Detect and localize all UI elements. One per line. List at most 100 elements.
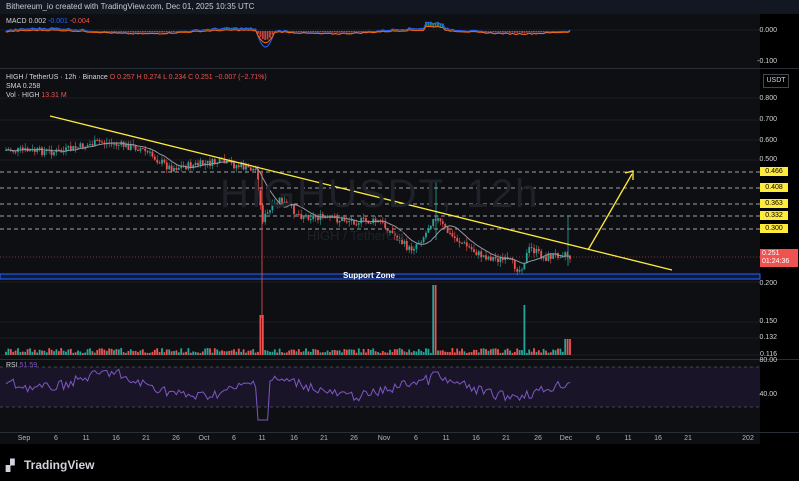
pane-divider[interactable] bbox=[0, 359, 799, 360]
volume-bar bbox=[29, 348, 31, 355]
volume-bar bbox=[497, 349, 499, 355]
volume-bar bbox=[211, 352, 214, 355]
support-zone[interactable] bbox=[0, 273, 761, 280]
volume-bar bbox=[204, 348, 207, 355]
footer: ▞ TradingView bbox=[0, 450, 799, 481]
macd-bar bbox=[355, 31, 358, 32]
macd-bar bbox=[149, 31, 151, 33]
volume-bar bbox=[89, 348, 91, 355]
candle-body bbox=[17, 147, 19, 152]
candle-body bbox=[461, 242, 463, 244]
macd-bar bbox=[120, 31, 123, 32]
macd-bar bbox=[122, 31, 125, 32]
candle-body bbox=[549, 254, 552, 259]
candle-body bbox=[537, 248, 540, 252]
candle-body bbox=[194, 162, 197, 165]
rsi-legend[interactable]: RSI 51.59 bbox=[6, 362, 38, 369]
volume-bar bbox=[549, 352, 552, 355]
symbol-legend[interactable]: HIGH / TetherUS · 12h · Binance O 0.257 … bbox=[6, 74, 267, 81]
candle-body bbox=[314, 215, 317, 218]
macd-bar bbox=[511, 31, 514, 33]
volume-bar bbox=[540, 352, 543, 355]
macd-bar bbox=[492, 31, 495, 33]
macd-bar bbox=[261, 31, 264, 40]
volume-bar bbox=[319, 352, 322, 355]
price-tick: 0.150 bbox=[759, 318, 777, 325]
currency-selector[interactable]: USDT bbox=[763, 74, 789, 88]
candle-body bbox=[165, 162, 168, 170]
volume-bar bbox=[264, 350, 267, 355]
volume-bar bbox=[134, 350, 137, 355]
candle-body bbox=[465, 242, 468, 247]
macd-bar bbox=[146, 31, 149, 33]
volume-bar bbox=[461, 348, 463, 355]
volume-bar bbox=[480, 348, 483, 355]
candle-body bbox=[264, 213, 267, 223]
level-label[interactable]: 0.363 bbox=[760, 199, 788, 208]
candle-body bbox=[386, 228, 389, 233]
volume-bar bbox=[492, 348, 495, 355]
volume-bar bbox=[429, 352, 432, 355]
candle-body bbox=[446, 226, 449, 233]
volume-bar bbox=[57, 351, 60, 355]
time-tick: 16 bbox=[112, 435, 120, 442]
pane-divider[interactable] bbox=[0, 68, 799, 69]
sma-legend[interactable]: SMA 0.258 bbox=[6, 83, 41, 90]
macd-legend[interactable]: MACD 0.002 -0.001 -0.004 bbox=[6, 18, 90, 25]
breakout-arrow-line[interactable] bbox=[587, 173, 633, 251]
macd-bar bbox=[528, 31, 531, 32]
volume-bar bbox=[254, 352, 257, 355]
volume-bar bbox=[343, 349, 346, 355]
candle-body bbox=[302, 216, 305, 219]
candle-body bbox=[199, 160, 202, 166]
candle-body bbox=[74, 146, 77, 149]
level-label[interactable]: 0.300 bbox=[760, 224, 788, 233]
candle-body bbox=[441, 221, 444, 224]
volume-bar bbox=[273, 349, 276, 355]
volume-bar bbox=[60, 348, 63, 355]
macd-bar bbox=[554, 31, 557, 32]
volume-bar bbox=[170, 351, 173, 355]
macd-bar bbox=[487, 31, 490, 32]
candle-body bbox=[345, 221, 348, 223]
candle-body bbox=[494, 256, 497, 259]
candle-body bbox=[357, 223, 360, 225]
candle-body bbox=[81, 143, 84, 149]
macd-bar bbox=[115, 31, 118, 32]
time-tick: 21 bbox=[142, 435, 150, 442]
volume-bar bbox=[36, 352, 39, 355]
candle-body bbox=[480, 251, 483, 258]
macd-bar bbox=[314, 31, 317, 33]
level-label[interactable]: 0.332 bbox=[760, 211, 788, 220]
volume-bar bbox=[290, 349, 293, 355]
macd-bar bbox=[101, 31, 103, 32]
macd-bar bbox=[530, 31, 533, 33]
candle-body bbox=[501, 257, 504, 260]
candle-body bbox=[223, 158, 226, 164]
candle-body bbox=[293, 204, 295, 215]
volume-bar bbox=[374, 351, 377, 355]
candle-body bbox=[38, 147, 41, 149]
pane-divider[interactable] bbox=[0, 432, 799, 433]
volume-bar bbox=[444, 351, 447, 355]
macd-bar bbox=[341, 31, 343, 33]
volume-legend[interactable]: Vol · HIGH 13.31 M bbox=[6, 92, 67, 99]
candle-body bbox=[533, 247, 535, 254]
descending-trendline[interactable] bbox=[49, 115, 673, 271]
volume-bar bbox=[53, 351, 55, 355]
volume-bar bbox=[537, 350, 540, 355]
tradingview-brand[interactable]: ▞ TradingView bbox=[6, 458, 94, 472]
macd-bar bbox=[497, 31, 499, 32]
candle-body bbox=[115, 143, 118, 146]
volume-bar bbox=[141, 349, 144, 355]
level-label[interactable]: 0.408 bbox=[760, 183, 788, 192]
candles bbox=[5, 135, 571, 318]
symbol-watermark: HIGHUSDT, 12h bbox=[220, 172, 540, 216]
macd-bar bbox=[319, 31, 322, 33]
time-axis[interactable]: Sep 6 11 16 21 26 Oct 6 11 16 21 26 Nov 6 11 16 21 26 Dec 6… bbox=[0, 433, 760, 445]
candle-body bbox=[336, 217, 339, 223]
candle-body bbox=[530, 247, 533, 249]
candle-body bbox=[175, 167, 178, 170]
level-label[interactable]: 0.466 bbox=[760, 167, 788, 176]
